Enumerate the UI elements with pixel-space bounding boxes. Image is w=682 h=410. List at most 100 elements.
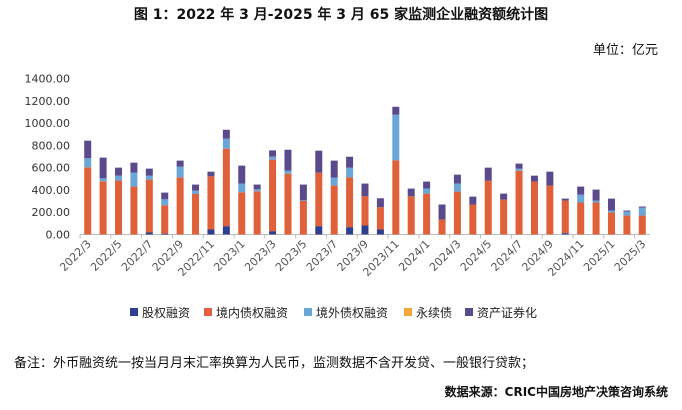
- bar-segment-1: [130, 186, 138, 235]
- bar-segment-2: [269, 156, 277, 160]
- x-tick-label: 2023/7: [304, 237, 341, 274]
- bar-segment-0: [222, 226, 230, 235]
- bar-segment-2: [161, 199, 169, 206]
- bar-segment-4: [222, 129, 230, 139]
- bar-segment-4: [315, 150, 323, 173]
- bar-segment-2: [253, 189, 261, 192]
- bar-segment-2: [222, 138, 230, 149]
- bar-segment-0: [376, 229, 384, 235]
- x-tick-label: 2024/1: [396, 237, 433, 274]
- x-tick-label: 2023/3: [242, 237, 279, 274]
- bar-segment-0: [361, 225, 369, 235]
- bar-segment-1: [161, 205, 169, 234]
- legend-swatch: [304, 308, 312, 316]
- x-tick-label: 2024/7: [489, 237, 526, 274]
- bar-segment-4: [299, 184, 307, 201]
- bar-segment-2: [238, 183, 246, 193]
- y-tick-label: 200.00: [32, 206, 71, 219]
- bar-segment-4: [330, 160, 338, 178]
- legend-swatch: [204, 308, 212, 316]
- bar-segment-1: [561, 200, 569, 234]
- bar-segment-2: [453, 183, 461, 192]
- bar-segment-1: [269, 159, 277, 232]
- bar-segment-4: [161, 192, 169, 200]
- legend-swatch: [465, 308, 473, 316]
- bar-segment-1: [530, 181, 538, 235]
- x-tick-label: 2022/3: [57, 237, 94, 274]
- bar-segment-2: [299, 200, 307, 201]
- y-tick-label: 800.00: [32, 139, 71, 152]
- bar-segment-2: [176, 166, 184, 178]
- bar-segment-0: [207, 229, 215, 235]
- bar-segment-1: [115, 180, 123, 235]
- bar-segment-4: [99, 157, 107, 179]
- bar-segment-1: [222, 148, 230, 227]
- bar-segment-2: [638, 207, 646, 216]
- bar-segment-0: [346, 227, 354, 235]
- bar-segment-1: [515, 170, 523, 235]
- bar-segment-1: [407, 196, 415, 235]
- bar-segment-4: [376, 198, 384, 208]
- bar-segment-4: [269, 150, 277, 157]
- x-tick-label: 2024/5: [458, 237, 495, 274]
- bar-segment-1: [207, 176, 215, 230]
- bar-segment-4: [145, 168, 153, 176]
- bar-segment-2: [145, 175, 153, 180]
- bar-segment-1: [638, 215, 646, 235]
- bar-segment-4: [638, 206, 646, 208]
- legend-label: 境内债权融资: [216, 305, 288, 320]
- bar-segment-4: [623, 210, 631, 212]
- bar-segment-2: [115, 175, 123, 181]
- bar-segment-0: [315, 226, 323, 235]
- legend-swatch: [130, 308, 138, 316]
- y-tick-label: 0.00: [46, 229, 71, 242]
- bar-segment-1: [500, 199, 508, 235]
- bar-segment-4: [469, 196, 477, 205]
- bar-segment-2: [577, 194, 585, 203]
- legend-label: 资产证券化: [477, 305, 537, 320]
- data-source: 数据来源：CRIC中国房地产决策咨询系统: [444, 385, 668, 399]
- bar-segment-1: [192, 193, 200, 235]
- bar-segment-4: [284, 149, 292, 171]
- footnote: 备注：外币融资统一按当月月末汇率换算为人民币，监测数据不含开发贷、一般银行贷款；: [14, 356, 535, 371]
- bar-segment-4: [346, 156, 354, 168]
- bar-segment-1: [330, 185, 338, 235]
- bar-segment-1: [361, 196, 369, 226]
- bar-segment-2: [592, 200, 600, 203]
- bar-segment-0: [561, 233, 569, 235]
- bar-segment-1: [438, 219, 446, 235]
- bar-segment-1: [176, 177, 184, 235]
- bar-segment-4: [130, 162, 138, 173]
- bar-segment-4: [423, 181, 431, 189]
- bar-segment-4: [207, 171, 215, 177]
- bar-segment-2: [346, 167, 354, 178]
- legend-label: 境外债权融资: [316, 305, 388, 320]
- bar-segment-0: [269, 231, 277, 235]
- bar-segment-4: [253, 184, 261, 190]
- bar-segment-1: [592, 202, 600, 235]
- bar-segment-4: [115, 167, 123, 176]
- chart-title: 图 1：2022 年 3 月-2025 年 3 月 65 家监测企业融资额统计图: [133, 7, 549, 23]
- bar-segment-1: [315, 172, 323, 227]
- bar-segment-1: [484, 180, 492, 235]
- bar-segment-4: [546, 171, 554, 186]
- bar-segment-2: [192, 190, 200, 194]
- bar-segment-1: [284, 173, 292, 235]
- legend-label: 永续债: [416, 306, 452, 320]
- bar-segment-1: [346, 177, 354, 228]
- bar-segment-2: [84, 158, 92, 168]
- legend-label: 股权融资: [142, 306, 190, 320]
- bar-segment-4: [176, 160, 184, 167]
- bar-segment-4: [530, 175, 538, 182]
- unit-label: 单位：亿元: [592, 43, 658, 58]
- bar-segment-1: [299, 200, 307, 235]
- x-tick-label: 2025/3: [612, 237, 649, 274]
- bar-segment-4: [192, 184, 200, 191]
- bar-segment-2: [130, 172, 138, 187]
- y-tick-label: 400.00: [32, 184, 71, 197]
- bar-segment-4: [438, 204, 446, 220]
- bar-segment-1: [423, 193, 431, 235]
- y-tick-label: 1000.00: [25, 117, 71, 130]
- x-tick-label: 2022/7: [119, 237, 156, 274]
